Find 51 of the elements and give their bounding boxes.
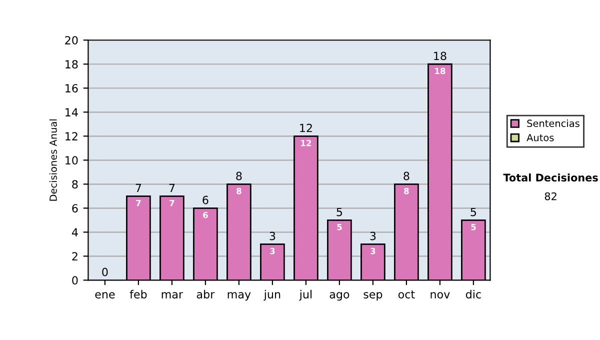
x-tick-label: nov: [430, 292, 450, 298]
y-tick-label: 4: [72, 228, 78, 236]
total-label: 5: [470, 208, 476, 216]
y-tick-label: 6: [72, 204, 78, 213]
data-label: 8: [404, 188, 409, 194]
x-tick-label: abr: [196, 290, 215, 298]
total-label: 7: [136, 184, 142, 192]
total-label: 6: [202, 196, 208, 204]
total-label: 3: [270, 232, 276, 240]
x-tick-label: ago: [330, 292, 350, 301]
data-label: 5: [337, 224, 342, 230]
x-tick-label: mar: [162, 292, 184, 298]
x-tick-label: dic: [466, 290, 481, 298]
text: 82: [544, 192, 556, 200]
y-tick-label: 16: [66, 84, 78, 93]
y-tick-label: 8: [72, 180, 78, 189]
y-tick-label: 18: [66, 60, 78, 69]
total-label: 5: [336, 208, 342, 216]
data-label: 3: [270, 248, 275, 254]
x-tick-label: jul: [299, 290, 312, 301]
data-label: 12: [301, 140, 312, 146]
data-label: 8: [236, 188, 242, 194]
x-tick-label: may: [228, 292, 251, 301]
data-label: 7: [170, 200, 174, 206]
data-label: 18: [435, 68, 446, 74]
data-label: 6: [203, 212, 208, 218]
x-tick-label: oct: [398, 290, 415, 298]
y-tick-label: 2: [72, 252, 78, 260]
x-tick-label: feb: [130, 290, 147, 298]
y-axis-title: Decisiones Anual: [49, 119, 57, 201]
y-tick-label: 10: [66, 156, 78, 165]
data-label: 5: [471, 224, 476, 230]
y-tick-label: 12: [66, 132, 78, 140]
total-label: 18: [434, 52, 446, 60]
y-tick-label: 14: [66, 108, 78, 116]
x-tick-label: ene: [95, 292, 115, 298]
total-label: 8: [404, 172, 410, 180]
total-label: 7: [169, 184, 175, 192]
text: Total Decisiones: [503, 173, 598, 182]
total-label: 12: [300, 124, 312, 132]
total-label: 0: [102, 268, 108, 276]
x-tick-label: jun: [264, 290, 280, 301]
x-tick-label: sep: [364, 292, 382, 301]
total-label: 3: [370, 232, 376, 240]
data-label: 7: [136, 200, 141, 206]
data-label: 3: [370, 248, 376, 254]
legend-label: Sentencias: [527, 119, 580, 128]
legend-label: Autos: [526, 134, 554, 142]
y-tick-label: 20: [65, 36, 78, 44]
y-tick-label: 0: [72, 276, 78, 285]
total-label: 8: [236, 172, 242, 180]
